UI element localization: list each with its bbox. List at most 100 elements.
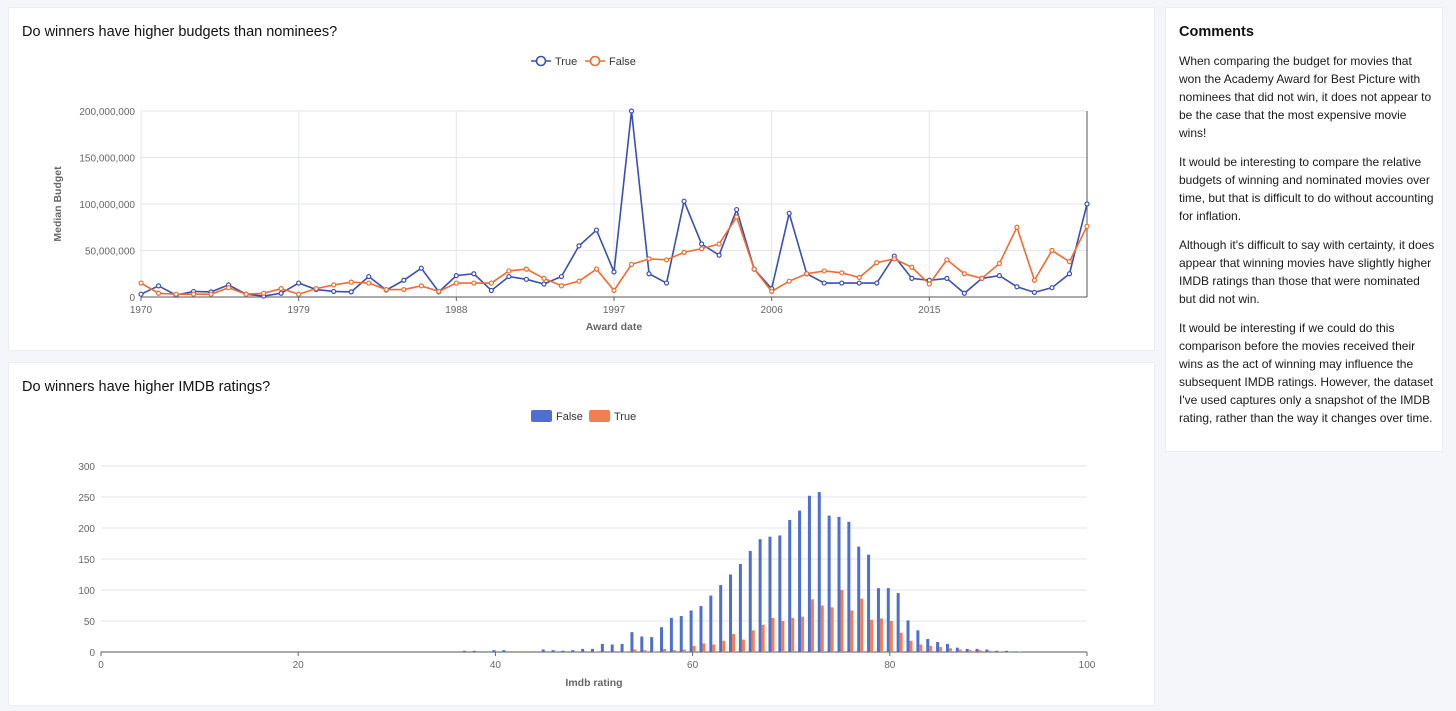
data-point [909, 264, 915, 270]
data-point [944, 257, 950, 263]
data-point [190, 291, 197, 297]
bar-false [1005, 650, 1009, 652]
data-point [331, 282, 337, 288]
bar-true [998, 651, 1002, 652]
data-point [173, 291, 179, 297]
bar-false [571, 650, 575, 652]
data-point [961, 290, 967, 296]
y-tick-label: 300 [78, 462, 95, 473]
bar-false [926, 638, 930, 652]
data-point [576, 243, 582, 249]
bar-true [968, 650, 972, 652]
data-point [418, 265, 424, 271]
data-point [1066, 271, 1073, 277]
data-point [541, 281, 547, 287]
bar-false [758, 539, 762, 652]
data-point [944, 275, 950, 281]
x-tick-label: 20 [293, 660, 305, 671]
x-tick-label: 100 [1079, 660, 1096, 671]
data-point [909, 275, 915, 281]
legend-label: False [609, 56, 636, 68]
bar-true [879, 618, 883, 652]
data-point [313, 286, 319, 292]
legend-marker [589, 55, 601, 67]
y-tick-label: 150 [78, 555, 95, 566]
y-tick-label: 250 [78, 493, 95, 504]
bar-true [643, 650, 647, 652]
x-tick-label: 0 [98, 660, 104, 671]
data-point [418, 283, 424, 289]
bar-false [600, 643, 604, 652]
bar-true [653, 651, 657, 652]
bar-true [909, 640, 913, 652]
data-point [1084, 223, 1090, 229]
y-tick-label: 150,000,000 [79, 154, 135, 165]
data-point [716, 241, 722, 247]
data-point [1014, 224, 1020, 230]
bar-false [906, 620, 910, 652]
data-point [769, 288, 775, 295]
data-point [436, 288, 442, 295]
data-point [663, 280, 670, 286]
bar-true [889, 621, 893, 652]
imdb-bar-chart: 0 50 100 150 200 250 300 0 20 40 60 80 100 Imdb ratin… [78, 410, 1096, 689]
bar-false [916, 630, 920, 652]
bar-true [732, 634, 736, 652]
data-point [453, 280, 459, 286]
data-point [401, 277, 407, 283]
y-tick-label: 200 [78, 524, 95, 535]
bar-false [788, 519, 792, 652]
bar-false [521, 651, 525, 652]
data-point [471, 271, 477, 277]
bar-true [741, 639, 745, 652]
data-point [996, 260, 1003, 267]
x-tick-label: 2006 [761, 305, 784, 316]
bar-false [1014, 651, 1018, 652]
data-point [856, 280, 862, 286]
comment-paragraph: Although it's difficult to say with cert… [1179, 238, 1435, 306]
bar-true [781, 621, 785, 652]
bar-true [830, 607, 834, 652]
bar-false [472, 650, 476, 652]
legend-label: False [556, 411, 583, 423]
data-point [541, 275, 547, 281]
data-point [786, 210, 792, 216]
bar-false [738, 563, 742, 652]
x-tick-label: 1997 [603, 305, 626, 316]
data-point [261, 290, 267, 296]
data-point [821, 280, 827, 286]
bar-true [939, 647, 943, 652]
bar-true [840, 590, 844, 652]
comments-body: When comparing the budget for movies tha… [1179, 52, 1437, 438]
bar-false [886, 588, 890, 652]
bar-false [837, 516, 841, 652]
data-point [278, 286, 284, 292]
data-point [348, 279, 354, 285]
data-point [278, 290, 284, 296]
bar-true [702, 643, 706, 652]
data-point [821, 268, 827, 274]
data-point [296, 280, 302, 286]
data-point [453, 273, 459, 279]
bar-true [751, 630, 755, 652]
data-point [208, 291, 214, 297]
bar-false [709, 595, 713, 652]
x-axis-label: Award date [586, 321, 643, 333]
y-tick-label: 100 [78, 586, 95, 597]
data-point [874, 280, 880, 286]
bar-true [860, 598, 864, 652]
bar-true [663, 648, 667, 652]
data-point [506, 268, 512, 274]
data-point [979, 275, 985, 281]
bar-true [1017, 651, 1021, 652]
data-point [593, 266, 600, 272]
y-tick-label: 50,000,000 [85, 247, 135, 258]
bar-true [633, 649, 637, 652]
bar-true [692, 645, 696, 652]
bar-false [857, 546, 861, 652]
data-point [296, 291, 302, 297]
bar-false [729, 574, 733, 652]
bar-true [791, 617, 795, 652]
bar-false [975, 648, 979, 652]
bar-true [899, 632, 903, 652]
